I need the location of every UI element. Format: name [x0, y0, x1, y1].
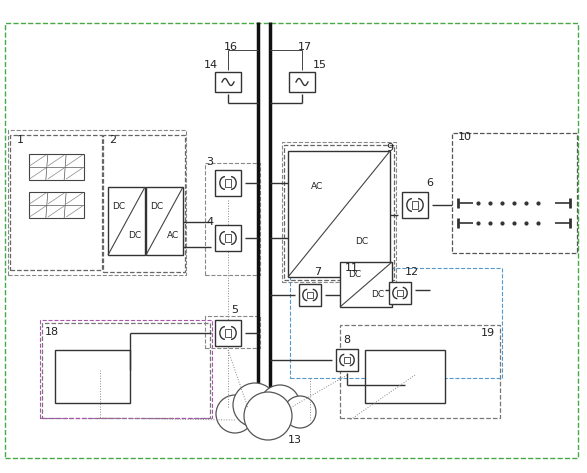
Text: 6: 6 [427, 178, 434, 188]
Bar [282, 142, 396, 282]
Text: DC: DC [355, 237, 368, 246]
Bar [397, 289, 403, 296]
Bar [290, 268, 502, 378]
Text: 7: 7 [315, 267, 322, 277]
Bar [289, 72, 315, 92]
Text: AC: AC [311, 182, 323, 191]
Text: 3: 3 [207, 157, 214, 167]
Bar [402, 192, 428, 218]
Bar [340, 325, 500, 418]
Text: 14: 14 [204, 60, 218, 70]
Circle shape [216, 395, 254, 433]
Text: 13: 13 [288, 435, 302, 445]
Bar [284, 145, 394, 280]
Bar [225, 179, 231, 187]
Bar [29, 192, 83, 218]
Text: 19: 19 [481, 328, 495, 338]
Bar [103, 135, 185, 272]
Text: 4: 4 [207, 217, 214, 227]
Bar [10, 135, 102, 270]
Text: DC: DC [128, 231, 141, 240]
Bar [299, 284, 321, 306]
Bar [336, 349, 358, 371]
Text: 10: 10 [458, 132, 472, 142]
Bar [205, 163, 260, 275]
Bar [215, 170, 241, 196]
Bar [42, 323, 210, 418]
Bar [215, 320, 241, 346]
Bar [288, 151, 390, 277]
Text: 5: 5 [231, 305, 238, 315]
Bar [225, 329, 231, 337]
Text: 9: 9 [386, 143, 393, 153]
Bar [452, 133, 577, 253]
Bar [146, 187, 183, 255]
Bar [365, 350, 445, 403]
Text: 15: 15 [313, 60, 327, 70]
Circle shape [284, 396, 316, 428]
Bar [55, 350, 130, 403]
Text: 18: 18 [45, 327, 59, 337]
Bar [412, 201, 418, 209]
Circle shape [233, 383, 277, 427]
Bar [345, 357, 350, 363]
Text: 12: 12 [405, 267, 419, 277]
Text: DC: DC [348, 270, 361, 279]
Bar [340, 262, 392, 307]
Bar [205, 316, 260, 348]
Text: DC: DC [112, 201, 125, 210]
Bar [389, 282, 411, 304]
Bar [108, 187, 145, 255]
Text: 11: 11 [345, 263, 359, 273]
Bar [308, 292, 313, 298]
Text: AC: AC [167, 231, 179, 240]
Text: 8: 8 [343, 335, 350, 345]
Circle shape [260, 385, 300, 425]
Text: DC: DC [371, 290, 384, 299]
Circle shape [244, 392, 292, 440]
Bar [40, 320, 212, 418]
Bar [8, 130, 186, 275]
Text: 2: 2 [109, 135, 117, 145]
Bar [215, 72, 241, 92]
Bar [29, 154, 83, 180]
Text: DC: DC [150, 201, 163, 210]
Bar [225, 234, 231, 242]
Text: 16: 16 [224, 42, 238, 52]
Bar [215, 225, 241, 251]
Text: 17: 17 [298, 42, 312, 52]
Text: 1: 1 [16, 135, 23, 145]
